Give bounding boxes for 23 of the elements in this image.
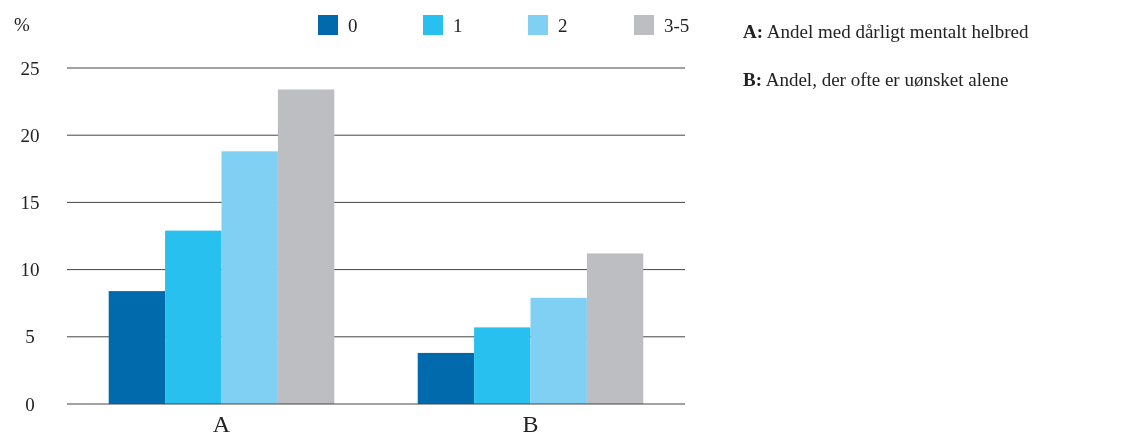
legend-label: 0 [348,14,358,36]
y-tick-label: 10 [20,259,40,281]
y-tick-label: 25 [20,57,40,79]
y-tick-label: 0 [25,393,35,415]
text: A: Andel med dårligt mentalt helbred [743,20,1029,42]
bar [165,230,222,404]
bar [417,352,475,404]
bar [474,327,531,404]
y-tick-label: 15 [20,192,40,214]
bar [586,253,644,404]
text: B: Andel, der ofte er uønsket alene [743,68,1009,90]
legend-label: 3-5 [664,14,690,36]
y-tick-label: 5 [25,326,35,348]
y-axis-title: % [14,14,31,35]
x-tick-label: A [212,411,231,437]
bar [108,291,166,404]
bar [277,89,335,404]
legend-label: 1 [453,14,463,36]
y-tick-label: 20 [20,124,40,146]
legend-label: 2 [558,14,568,36]
bar [221,151,278,404]
x-tick-label: B [522,411,539,437]
bar [530,297,587,404]
